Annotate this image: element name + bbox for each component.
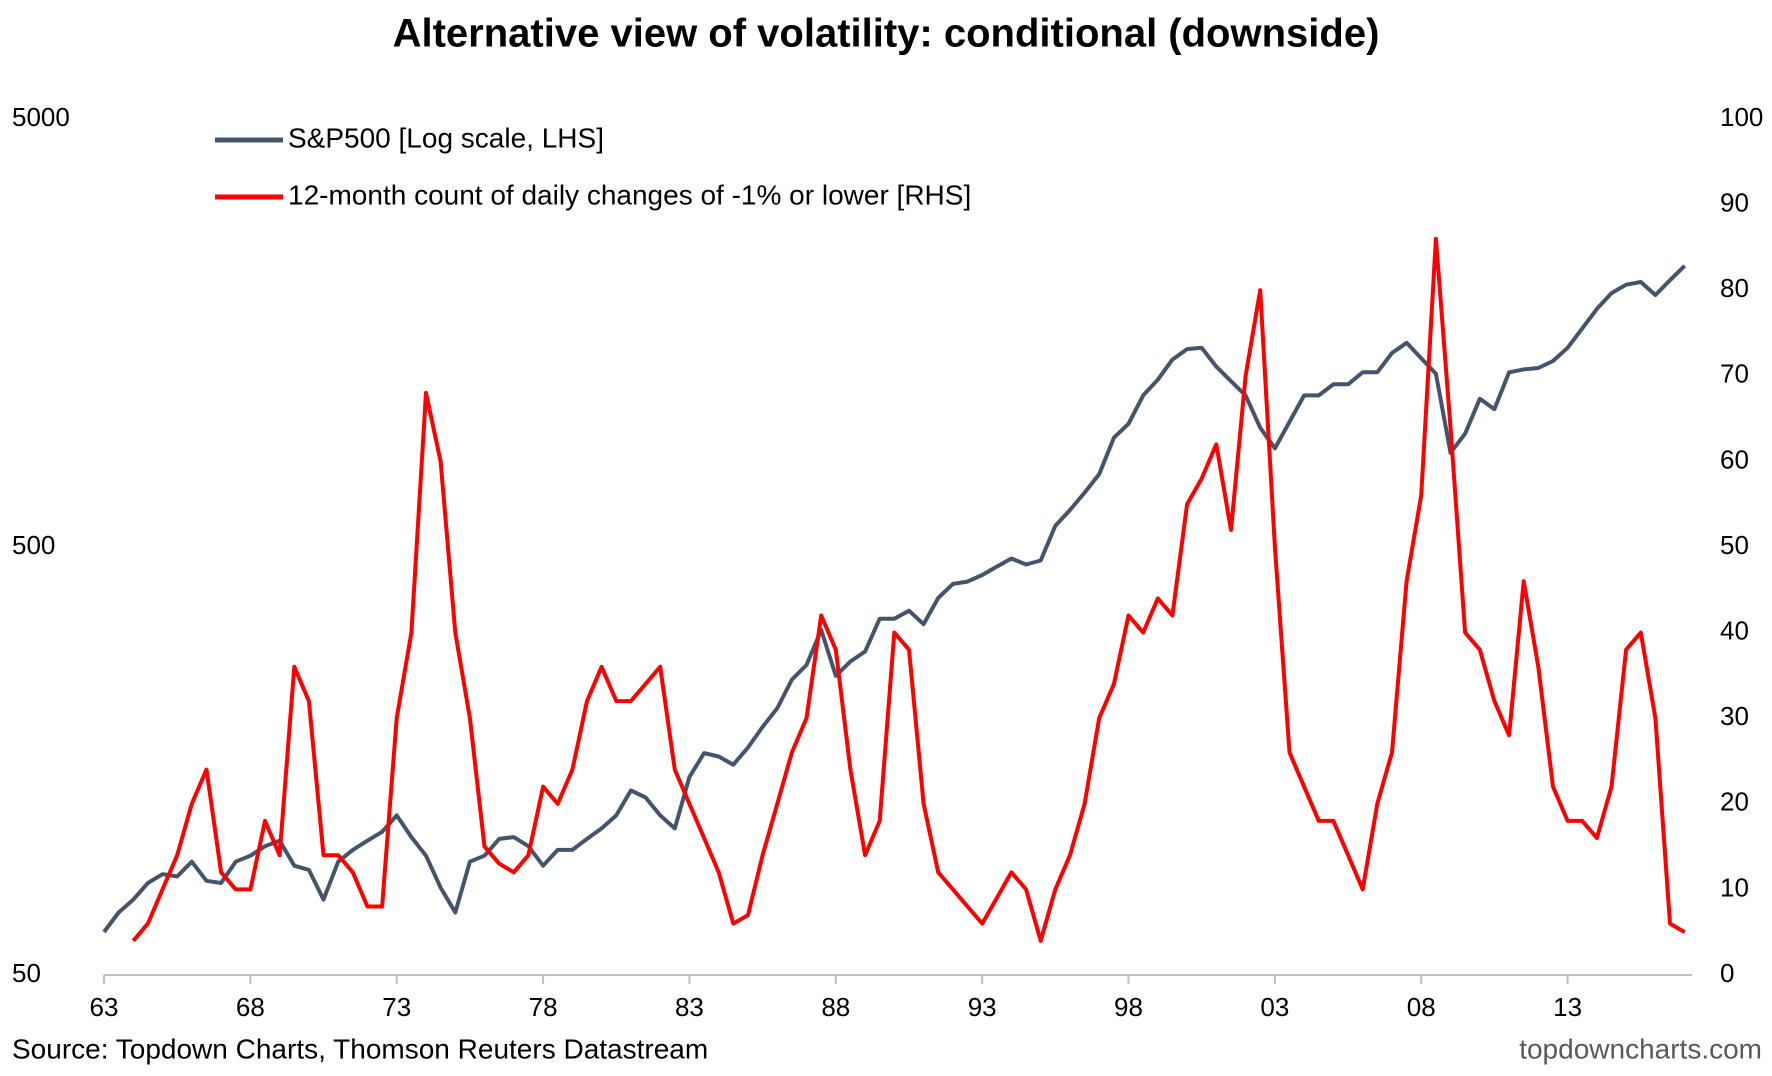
x-tick-label: 73 [382, 992, 411, 1022]
y2-tick-label: 40 [1720, 615, 1749, 645]
y2-tick-label: 30 [1720, 701, 1749, 731]
x-tick-label: 08 [1407, 992, 1436, 1022]
legend-label: S&P500 [Log scale, LHS] [288, 122, 604, 153]
y2-tick-label: 80 [1720, 273, 1749, 303]
y2-tick-label: 50 [1720, 530, 1749, 560]
series-line [102, 264, 1687, 934]
x-tick-label: 93 [968, 992, 997, 1022]
series-line [131, 236, 1686, 943]
x-tick-label: 63 [90, 992, 119, 1022]
y2-tick-label: 10 [1720, 872, 1749, 902]
y-tick-label: 5000 [12, 102, 70, 132]
x-tick-label: 98 [1114, 992, 1143, 1022]
y2-tick-label: 0 [1720, 958, 1734, 988]
x-tick-label: 83 [675, 992, 704, 1022]
x-tick-label: 03 [1260, 992, 1289, 1022]
source: Source: Topdown Charts, Thomson Reuters … [12, 1033, 708, 1064]
x-tick-label: 78 [529, 992, 558, 1022]
y2-tick-label: 90 [1720, 187, 1749, 217]
y2-tick-label: 100 [1720, 102, 1763, 132]
x-tick-label: 68 [236, 992, 265, 1022]
y2-tick-label: 20 [1720, 787, 1749, 817]
x-tick-label: 13 [1553, 992, 1582, 1022]
watermark: topdowncharts.com [1519, 1033, 1762, 1064]
chart-title: Alternative view of volatility: conditio… [393, 12, 1380, 56]
y-tick-label: 500 [12, 530, 55, 560]
y-tick-label: 50 [12, 958, 41, 988]
x-tick-label: 88 [821, 992, 850, 1022]
y2-tick-label: 60 [1720, 444, 1749, 474]
y2-tick-label: 70 [1720, 359, 1749, 389]
legend-label: 12-month count of daily changes of -1% o… [288, 179, 971, 210]
